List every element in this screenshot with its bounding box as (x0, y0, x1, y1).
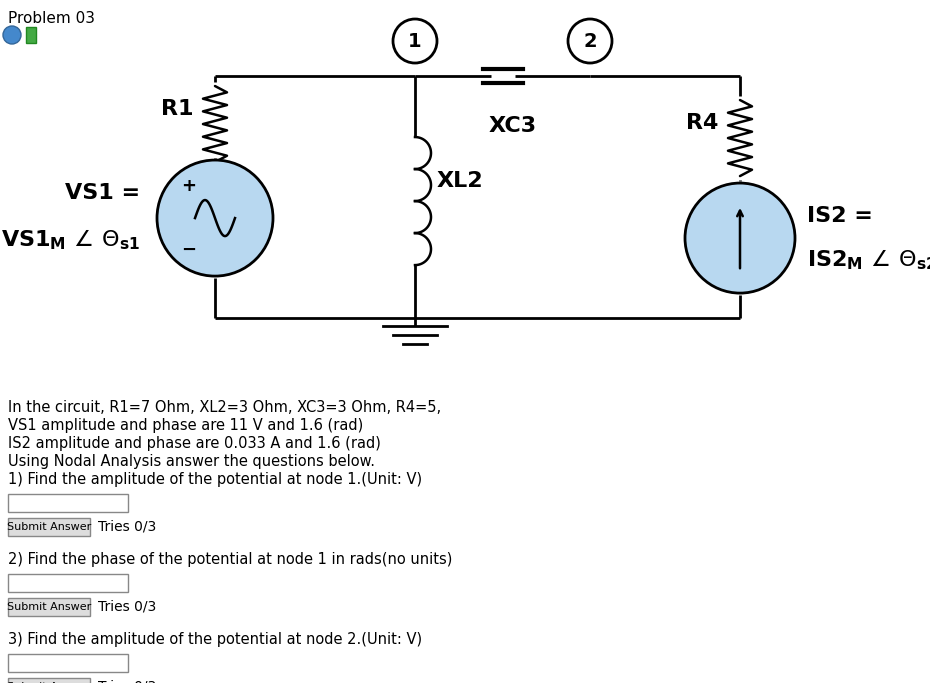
Bar (8, 518, 90, 536)
Text: Using Nodal Analysis answer the questions below.: Using Nodal Analysis answer the question… (8, 454, 375, 469)
Text: Submit Answer: Submit Answer (7, 522, 91, 532)
Text: IS2 amplitude and phase are 0.033 A and 1.6 (rad): IS2 amplitude and phase are 0.033 A and … (8, 436, 381, 451)
Bar (8, 494, 128, 512)
Bar (8, 574, 128, 592)
Circle shape (685, 183, 795, 293)
Circle shape (3, 26, 21, 44)
Text: Tries 0/3: Tries 0/3 (98, 600, 156, 614)
Bar (26, 27, 36, 43)
Text: R4: R4 (685, 113, 718, 133)
Text: XL2: XL2 (437, 171, 484, 191)
Text: VS1 amplitude and phase are 11 V and 1.6 (rad): VS1 amplitude and phase are 11 V and 1.6… (8, 418, 364, 433)
Text: Submit Answer: Submit Answer (7, 682, 91, 683)
Text: Tries 0/3: Tries 0/3 (98, 520, 156, 534)
Text: −: − (181, 241, 196, 259)
Bar (8, 654, 128, 672)
Text: IS2 =: IS2 = (807, 206, 873, 226)
Text: +: + (181, 177, 196, 195)
Text: In the circuit, R1=7 Ohm, XL2=3 Ohm, XC3=3 Ohm, R4=5,: In the circuit, R1=7 Ohm, XL2=3 Ohm, XC3… (8, 400, 441, 415)
Text: R1: R1 (161, 99, 193, 119)
Circle shape (157, 160, 273, 276)
Text: VS1$_{\mathregular{M}}$ $\angle$ $\Theta_{\mathregular{s1}}$: VS1$_{\mathregular{M}}$ $\angle$ $\Theta… (1, 228, 140, 253)
Text: 1) Find the amplitude of the potential at node 1.(Unit: V): 1) Find the amplitude of the potential a… (8, 472, 422, 487)
Text: XC3: XC3 (488, 116, 537, 136)
Circle shape (568, 19, 612, 63)
Text: 2: 2 (583, 31, 597, 51)
Text: IS2$_{\mathregular{M}}$ $\angle$ $\Theta_{\mathregular{s2}}$: IS2$_{\mathregular{M}}$ $\angle$ $\Theta… (807, 248, 930, 273)
Text: 1: 1 (408, 31, 422, 51)
Text: VS1 =: VS1 = (65, 183, 140, 203)
Circle shape (393, 19, 437, 63)
Text: 2) Find the phase of the potential at node 1 in rads(no units): 2) Find the phase of the potential at no… (8, 552, 452, 567)
Text: Problem 03: Problem 03 (8, 11, 95, 26)
Text: Submit Answer: Submit Answer (7, 602, 91, 612)
Text: Tries 0/3: Tries 0/3 (98, 680, 156, 683)
Bar (8, 678, 90, 683)
Text: 3) Find the amplitude of the potential at node 2.(Unit: V): 3) Find the amplitude of the potential a… (8, 632, 422, 647)
Bar (8, 598, 90, 616)
